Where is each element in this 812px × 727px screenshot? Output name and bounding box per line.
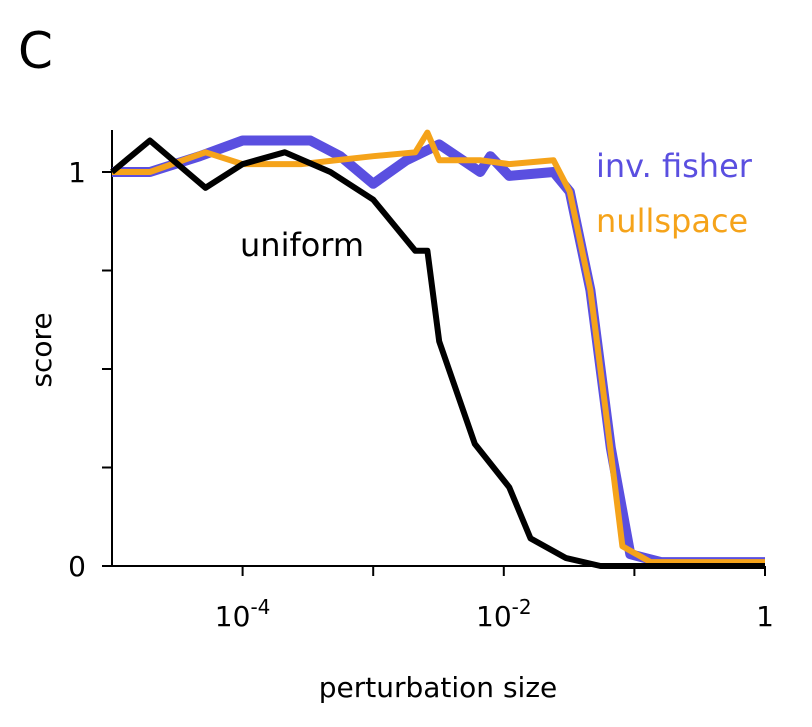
y-axis-label: score xyxy=(25,312,58,387)
label-uniform: uniform xyxy=(240,226,364,264)
x-tick-label: 10-2 xyxy=(476,595,532,633)
y-tick-label: 0 xyxy=(68,550,86,583)
series-line-uniform xyxy=(110,137,765,569)
series-lines xyxy=(110,129,765,569)
series-line-nullspace xyxy=(112,129,765,566)
axes: 0 1 10-4 10-2 1 xyxy=(68,130,774,633)
x-tick-label: 1 xyxy=(756,600,774,633)
y-tick-label: 1 xyxy=(68,156,86,189)
legend-inv-fisher: inv. fisher xyxy=(596,147,753,185)
legend-nullspace: nullspace xyxy=(596,202,748,240)
x-axis-label: perturbation size xyxy=(319,671,558,704)
panel-label: C xyxy=(18,22,53,80)
x-tick-label: 10-4 xyxy=(215,595,271,633)
